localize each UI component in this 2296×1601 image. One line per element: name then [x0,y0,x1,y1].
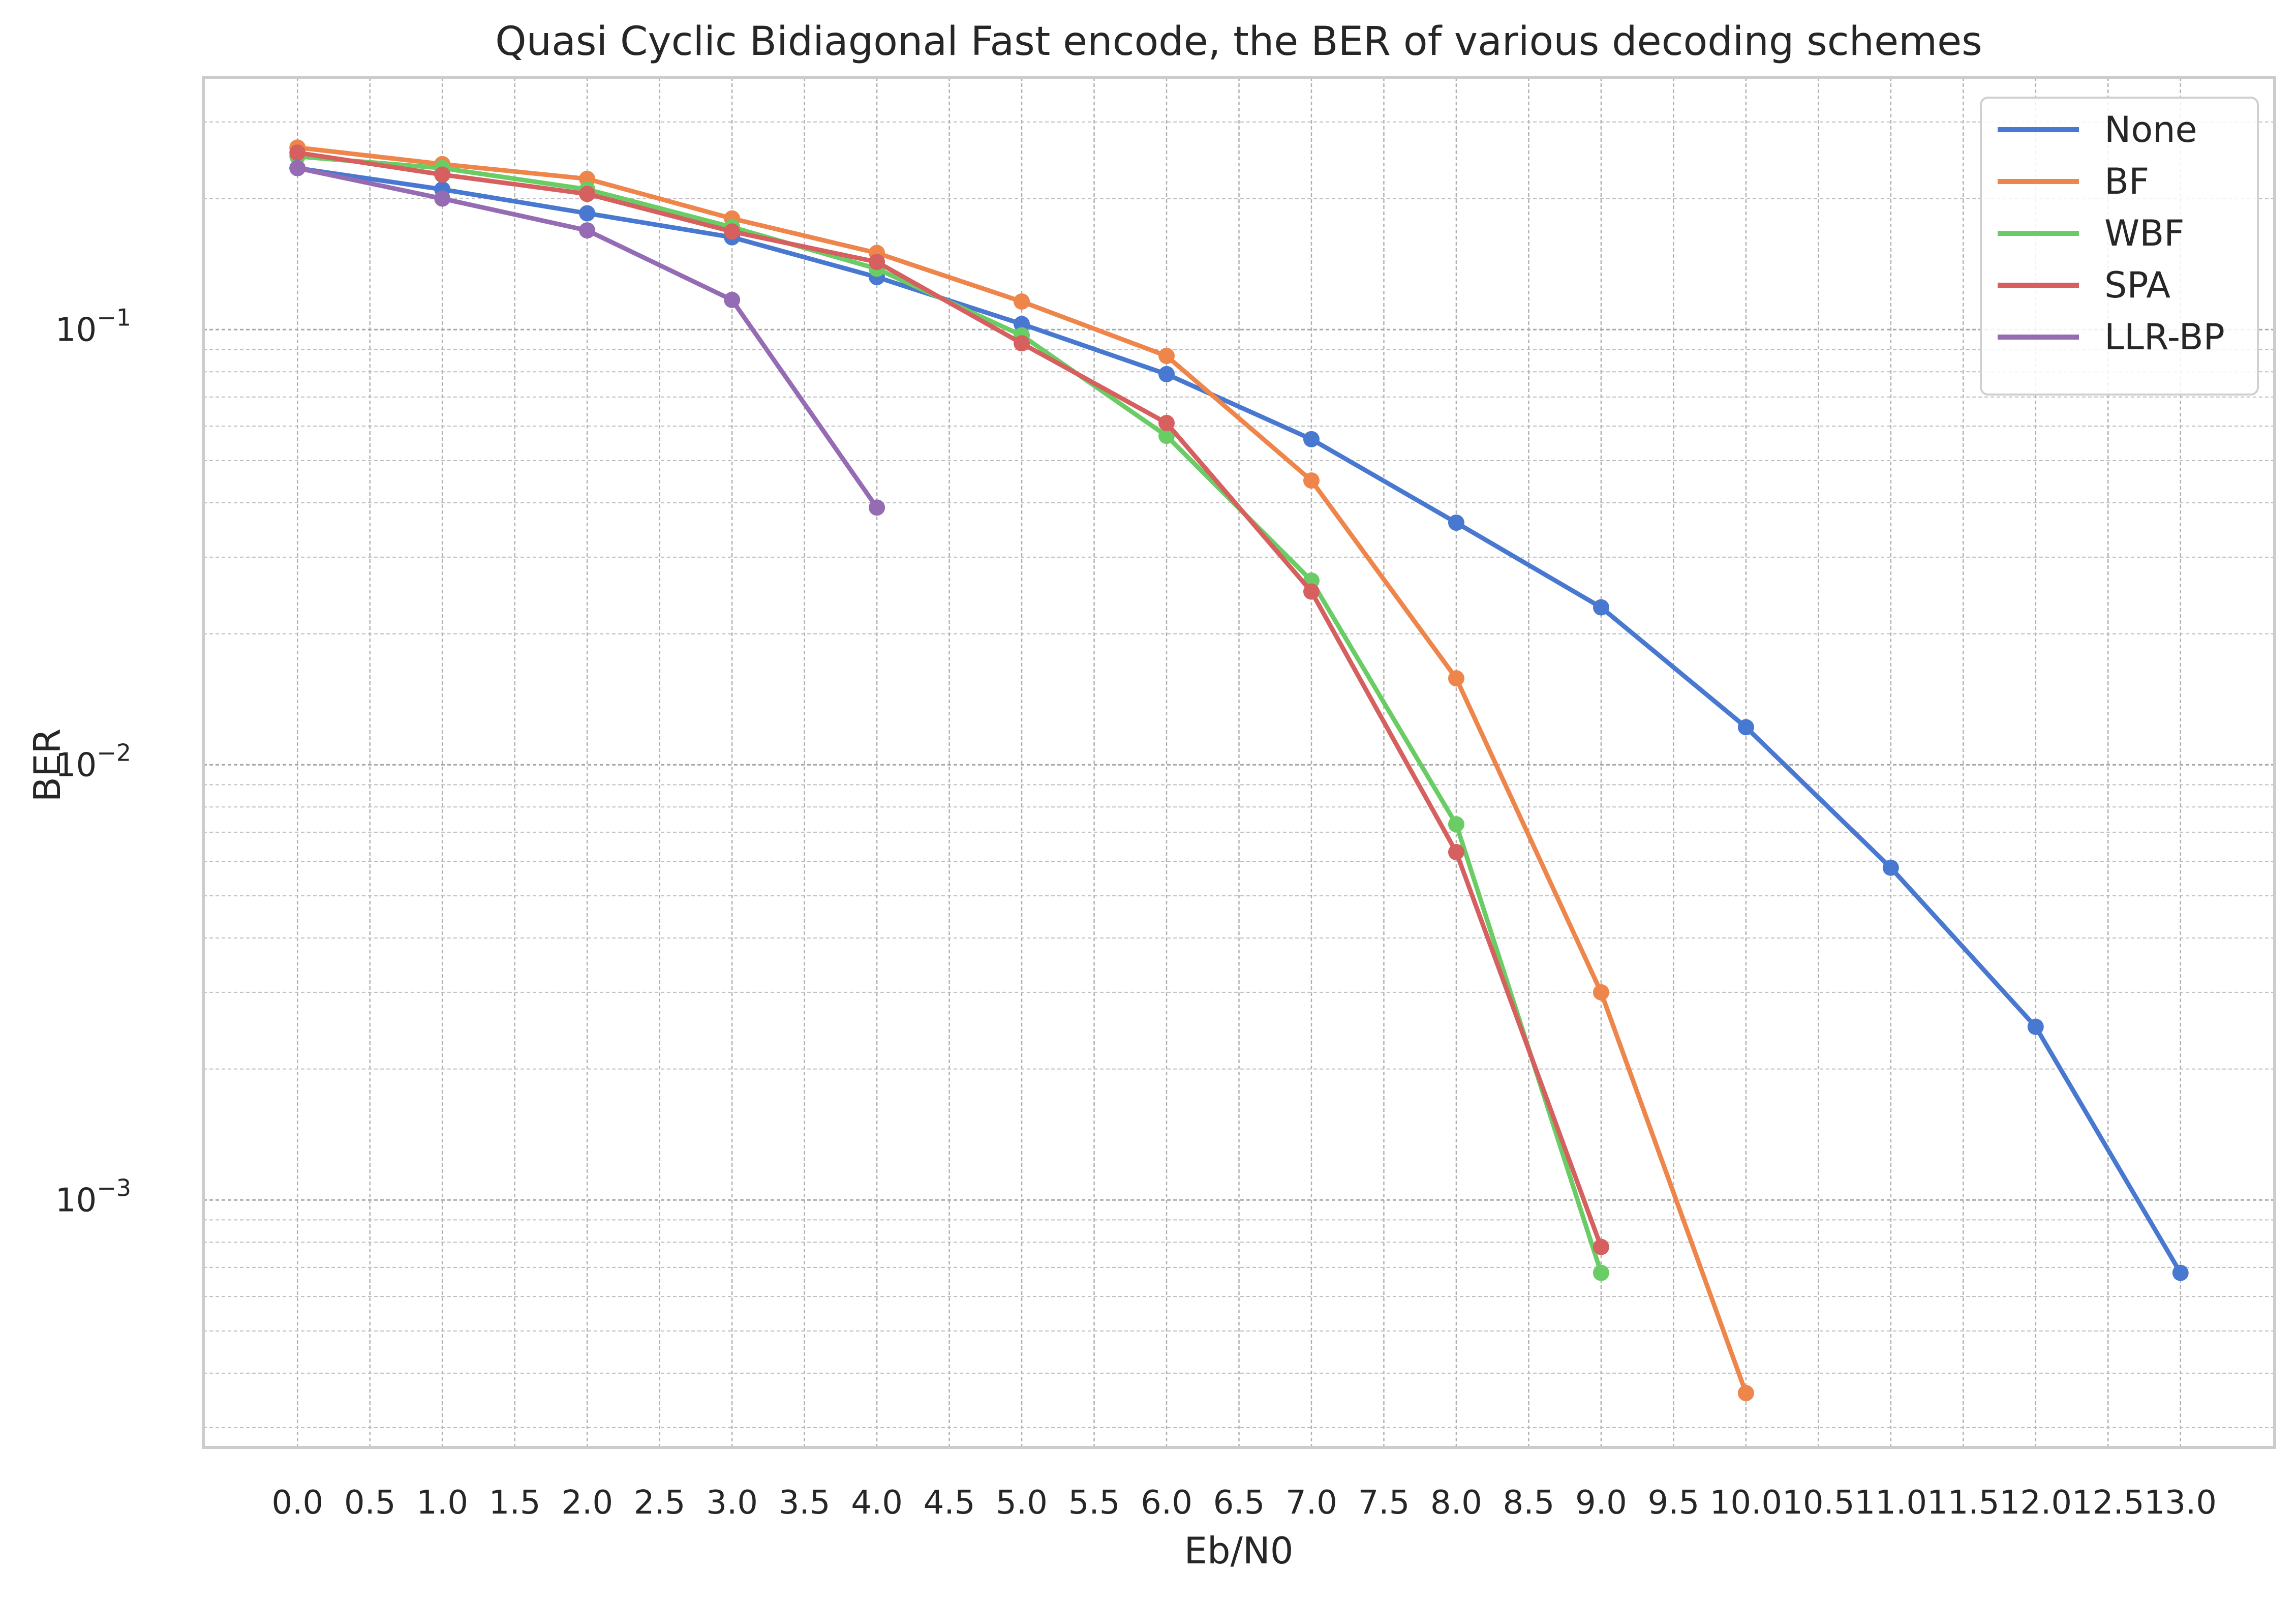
x-tick-labels: 0.0 0.5 1.0 1.5 2.0 2.5 3.0 3.5 4.0 4.5 5.0 5.5 6.0 6… [271,1484,2217,1522]
plot-area-frame [202,76,2276,1449]
legend: None BF WBF SPA LLR-BP [1980,97,2259,396]
data-point [1593,1264,1609,1281]
data-point [1593,1238,1609,1255]
x-tick-label: 6.0 [1141,1484,1192,1522]
grid [203,77,2275,1447]
data-point [1448,816,1464,833]
data-point [1882,859,1899,876]
x-tick-label: 9.5 [1648,1484,1700,1522]
x-tick-label: 11.0 [1855,1484,1927,1522]
x-tick-label: 0.5 [344,1484,396,1522]
series-line [295,166,2183,1276]
data-point [1448,515,1464,531]
data-point [289,160,306,176]
data-point [1737,719,1754,736]
x-tick-label: 12.0 [2000,1484,2072,1522]
series-spa [289,144,1609,1255]
data-point [1448,670,1464,687]
data-point [1303,472,1320,489]
x-tick-label: 8.0 [1430,1484,1482,1522]
series-llr-bp [289,160,885,516]
x-tick-label: 7.0 [1285,1484,1337,1522]
data-point [1014,335,1030,352]
x-tick-label: 3.0 [706,1484,758,1522]
x-tick-label: 1.0 [416,1484,468,1522]
legend-label: SPA [2104,264,2170,306]
legend-label: LLR-BP [2104,316,2225,358]
x-tick-label: 3.5 [779,1484,831,1522]
data-point [289,144,306,161]
data-point [724,291,741,308]
data-point [579,186,596,202]
x-tick-label: 12.5 [2072,1484,2145,1522]
data-point [579,205,596,222]
series-line [295,150,1604,1250]
data-point [1448,844,1464,861]
y-axis-label: BER [26,729,69,802]
data-point [1158,428,1175,444]
x-tick-label: 0.0 [271,1484,323,1522]
y-tick-label: 10−2 [55,739,131,784]
data-point [1158,348,1175,365]
series-group [289,139,2189,1402]
data-point [434,166,451,183]
data-point [1737,1385,1754,1402]
x-tick-label: 8.5 [1503,1484,1555,1522]
data-point [724,223,741,240]
x-tick-label: 1.5 [489,1484,541,1522]
x-tick-label: 10.0 [1710,1484,1783,1522]
legend-label: None [2104,109,2197,150]
legend-label: BF [2104,161,2149,202]
data-point [1014,316,1030,333]
data-point [1014,293,1030,310]
data-point [1593,984,1609,1001]
x-tick-label: 9.0 [1575,1484,1627,1522]
data-point [1593,599,1609,616]
data-point [1158,415,1175,432]
data-point [2172,1264,2189,1281]
legend-label: WBF [2104,213,2185,254]
x-tick-label: 6.5 [1213,1484,1265,1522]
data-point [869,254,885,270]
data-point [2027,1018,2044,1035]
x-tick-label: 4.0 [851,1484,903,1522]
y-tick-labels: 10−1 10−2 10−3 [55,304,131,1219]
y-tick-label: 10−1 [55,304,131,349]
x-tick-label: 5.0 [996,1484,1048,1522]
x-tick-label: 10.5 [1782,1484,1855,1522]
x-tick-label: 2.0 [561,1484,613,1522]
legend-box [1980,97,2259,396]
x-tick-label: 4.5 [924,1484,975,1522]
chart-title: Quasi Cyclic Bidiagonal Fast encode, the… [495,19,1982,65]
x-axis-label: Eb/N0 [1184,1529,1293,1572]
data-point [1303,431,1320,447]
data-point [1303,583,1320,600]
x-tick-label: 7.5 [1358,1484,1410,1522]
x-tick-label: 5.5 [1068,1484,1120,1522]
data-point [1158,366,1175,382]
x-tick-label: 2.5 [634,1484,686,1522]
data-point [579,222,596,239]
y-tick-label: 10−3 [55,1174,131,1219]
x-tick-label: 11.5 [1927,1484,2000,1522]
data-point [869,499,885,516]
data-point [434,190,451,207]
x-tick-label: 13.0 [2145,1484,2217,1522]
